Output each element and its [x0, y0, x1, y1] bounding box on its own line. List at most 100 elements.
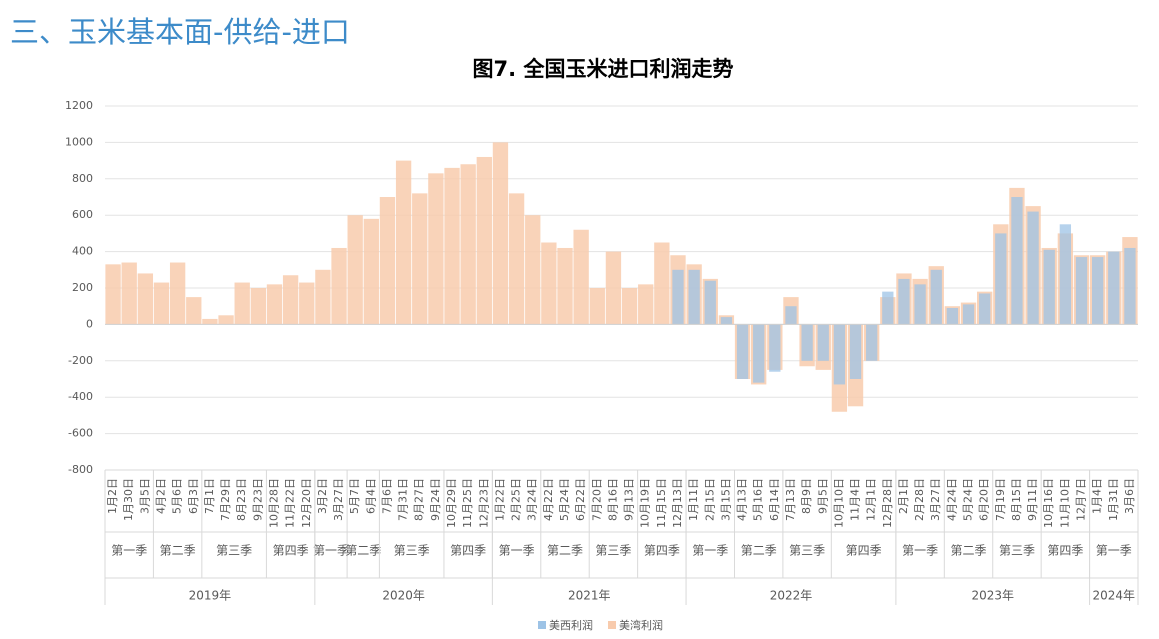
x-tick-label: 5月24日 — [962, 478, 975, 521]
bar — [720, 317, 733, 325]
quarter-label: 第二季 — [741, 544, 777, 558]
bar — [979, 293, 991, 325]
x-tick-label: 4月24日 — [945, 478, 958, 521]
legend-swatch — [538, 621, 546, 629]
x-tick-label: 8月23日 — [235, 478, 248, 521]
bar — [202, 318, 218, 325]
bar — [817, 324, 829, 361]
quarter-label: 第二季 — [951, 544, 987, 558]
x-tick-label: 3月24日 — [526, 478, 539, 521]
x-tick-label: 1月30日 — [122, 478, 135, 521]
x-tick-label: 10月28日 — [267, 478, 280, 528]
quarter-label: 第三季 — [216, 544, 252, 558]
quarter-label: 第一季 — [1096, 544, 1132, 558]
bar — [153, 282, 170, 325]
bar — [704, 280, 716, 325]
x-tick-label: 5月16日 — [752, 478, 765, 521]
bar — [930, 269, 942, 325]
x-tick-label: 6月4日 — [364, 478, 377, 514]
bar — [1075, 257, 1088, 325]
bar — [299, 282, 315, 325]
bar — [557, 247, 573, 325]
x-tick-label: 7月13日 — [784, 478, 797, 521]
x-tick-label: 12月1日 — [865, 478, 878, 521]
bar — [1043, 249, 1055, 325]
x-tick-label: 9月13日 — [623, 478, 636, 521]
quarter-label: 第二季 — [160, 544, 196, 558]
bar — [363, 218, 379, 325]
x-tick-label: 1月22日 — [493, 478, 506, 521]
y-tick-label: 400 — [72, 245, 93, 258]
y-tick-label: -800 — [68, 463, 93, 476]
bar — [234, 282, 250, 325]
year-label: 2021年 — [568, 589, 611, 603]
bar — [105, 264, 121, 325]
bar — [605, 251, 622, 325]
legend-swatch — [608, 621, 616, 629]
bar — [315, 269, 331, 325]
x-tick-label: 1月4日 — [1091, 478, 1104, 514]
slide-title: 三、玉米基本面-供给-进口 — [10, 15, 350, 49]
chart-title: 图7. 全国玉米进口利润走势 — [473, 57, 734, 81]
bar — [492, 142, 509, 325]
bar — [1108, 251, 1120, 325]
bar — [946, 308, 959, 325]
bar — [914, 284, 926, 325]
bar — [736, 324, 749, 379]
bar — [347, 215, 363, 325]
quarter-label: 第一季 — [902, 544, 938, 558]
x-tick-label: 12月28日 — [881, 478, 894, 528]
x-tick-label: 2月1日 — [897, 478, 910, 514]
x-tick-label: 8月9日 — [800, 478, 813, 514]
y-tick-label: 0 — [86, 317, 93, 330]
x-tick-label: 6月3日 — [187, 478, 200, 514]
quarter-label: 第四季 — [273, 544, 309, 558]
x-tick-label: 12月20日 — [300, 478, 313, 528]
x-tick-label: 10月19日 — [639, 478, 652, 528]
bar — [688, 269, 700, 325]
bar — [1011, 197, 1023, 325]
x-tick-label: 9月11日 — [1026, 478, 1039, 521]
x-tick-label: 7月6日 — [380, 478, 393, 514]
bar — [282, 275, 299, 325]
bar — [769, 324, 781, 372]
bar — [1059, 224, 1072, 325]
bar — [169, 262, 186, 325]
x-tick-label: 8月15日 — [1010, 478, 1023, 521]
bar — [1124, 247, 1136, 325]
bar — [428, 173, 444, 325]
quarter-label: 第三季 — [595, 544, 631, 558]
x-tick-label: 9月24日 — [429, 478, 442, 521]
bar — [898, 278, 910, 325]
x-tick-label: 7月1日 — [203, 478, 216, 514]
x-tick-label: 5月7日 — [348, 478, 361, 514]
bar — [266, 284, 283, 325]
x-tick-label: 3月5日 — [138, 478, 151, 514]
x-tick-label: 6月20日 — [978, 478, 991, 521]
quarter-label: 第一季 — [692, 544, 728, 558]
bar — [250, 288, 267, 325]
x-tick-label: 8月16日 — [606, 478, 619, 521]
x-tick-label: 5月24日 — [558, 478, 571, 521]
year-label: 2019年 — [189, 589, 232, 603]
bar — [331, 247, 347, 325]
x-tick-label: 2月25日 — [510, 478, 523, 521]
bar — [589, 288, 605, 325]
x-tick-label: 12月7日 — [1075, 478, 1088, 521]
legend-label: 美西利润 — [549, 618, 593, 632]
bar — [849, 324, 862, 379]
quarter-label: 第二季 — [345, 544, 381, 558]
quarter-label: 第三季 — [999, 544, 1035, 558]
bar — [801, 324, 813, 361]
x-tick-label: 2月15日 — [703, 478, 716, 521]
bar — [137, 273, 154, 325]
year-label: 2020年 — [382, 589, 425, 603]
year-label: 2024年 — [1093, 589, 1136, 603]
bar — [672, 269, 684, 325]
year-label: 2023年 — [971, 589, 1014, 603]
x-tick-label: 10月10日 — [832, 478, 845, 528]
bar — [573, 229, 589, 325]
bar — [379, 197, 396, 325]
bar — [785, 306, 797, 325]
x-tick-label: 4月13日 — [736, 478, 749, 521]
